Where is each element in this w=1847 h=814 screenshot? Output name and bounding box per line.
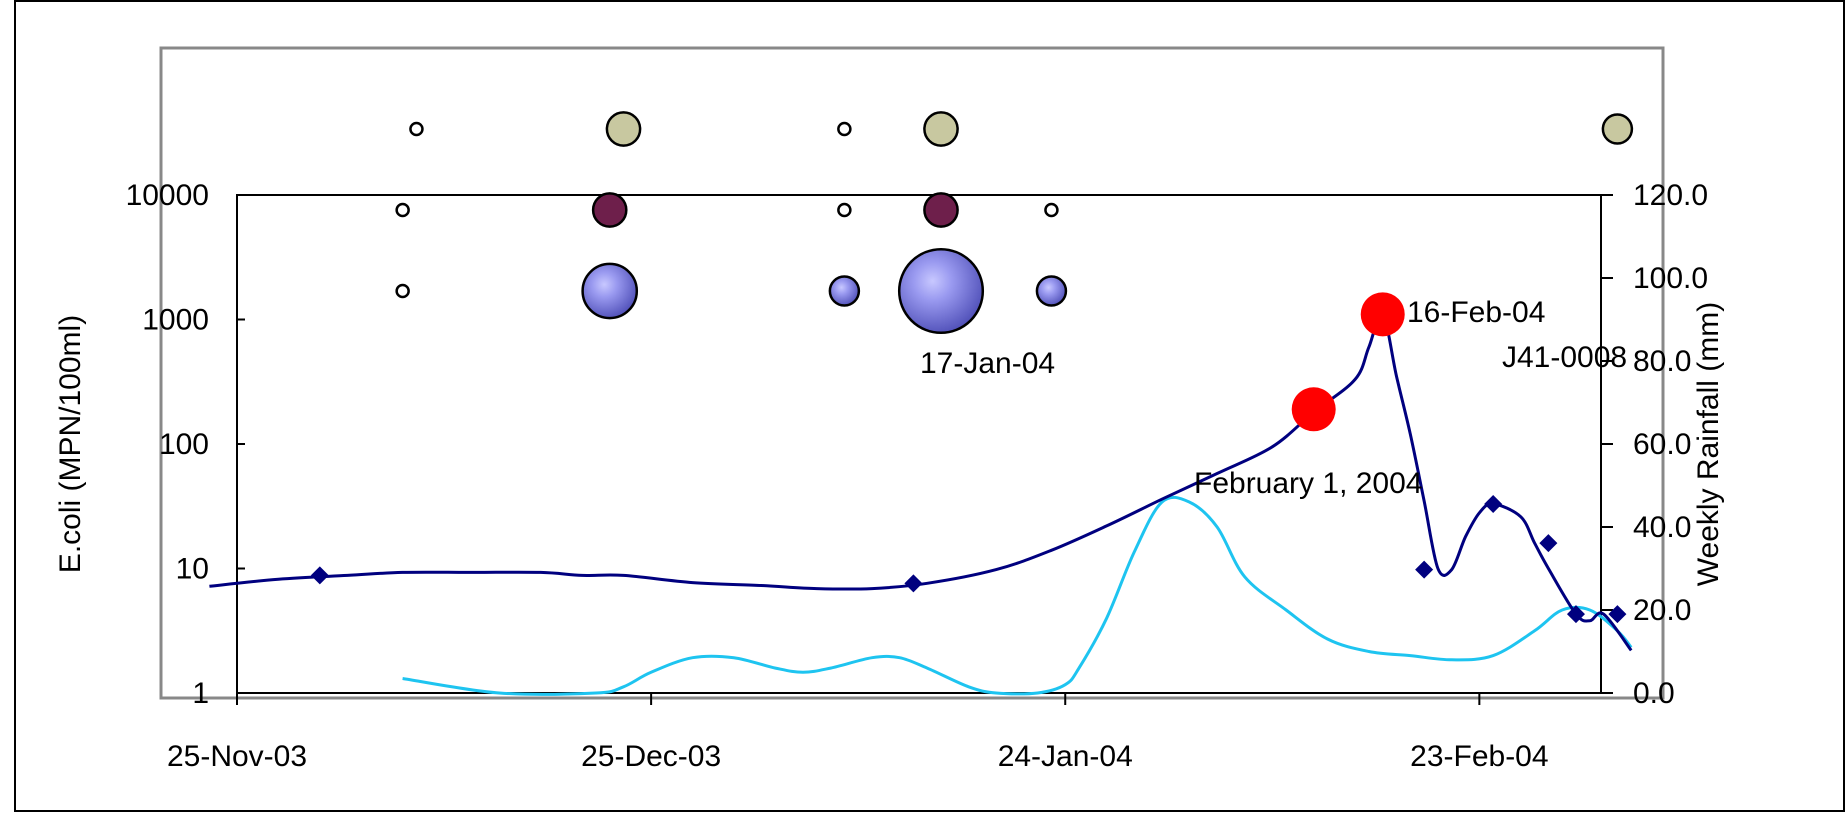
bubble-row-3 [1035, 275, 1068, 307]
y-right-tick-label: 120.0 [1633, 179, 1708, 212]
bubble-row-1 [837, 121, 852, 137]
ecoli-marker [1566, 605, 1585, 624]
ecoli-marker [1484, 494, 1503, 513]
bubble-row-2 [591, 192, 628, 228]
ecoli-marker [1539, 534, 1558, 553]
annotation-17-jan: 17-Jan-04 [920, 347, 1055, 380]
y-right-tick-label: 60.0 [1633, 428, 1691, 461]
rainfall-series-line [402, 495, 1633, 696]
ecoli-marker [1415, 560, 1434, 579]
y-right-tick-label: 80.0 [1633, 345, 1691, 378]
bubble-row-1 [1601, 113, 1634, 145]
ecoli-marker [1608, 605, 1627, 624]
y-right-axis-label: Weekly Rainfall (mm) [1692, 302, 1725, 587]
bubble-row-1 [409, 121, 424, 137]
y-left-tick-label: 1000 [142, 304, 209, 337]
y-right-tick-label: 100.0 [1633, 262, 1708, 295]
ecoli-marker [310, 566, 329, 585]
y-left-tick-label: 100 [159, 428, 209, 461]
x-tick-label: 25-Nov-03 [167, 740, 307, 773]
bubble-row-2 [923, 192, 959, 228]
bubble-row-2 [837, 202, 852, 218]
y-left-tick-label: 10000 [126, 179, 209, 212]
highlight-point [1291, 387, 1336, 432]
bubble-row-1 [605, 111, 642, 147]
y-left-tick-label: 10 [176, 553, 209, 586]
x-tick-label: 25-Dec-03 [581, 740, 721, 773]
bubble-row-3 [581, 262, 639, 320]
y-left-tick-label: 1 [192, 677, 209, 710]
y-right-tick-label: 20.0 [1633, 594, 1691, 627]
annotation-16-feb: 16-Feb-04 [1407, 296, 1545, 329]
bubble-row-3 [897, 247, 985, 335]
y-left-axis-label: E.coli (MPN/100ml) [54, 315, 87, 573]
highlight-point [1360, 292, 1405, 337]
ecoli-series-line [209, 312, 1633, 652]
bubble-row-2 [395, 202, 410, 218]
annotation-feb-1: February 1, 2004 [1194, 467, 1422, 500]
bubble-region-box [159, 46, 1665, 700]
bubble-row-2 [1044, 202, 1059, 218]
x-tick-label: 24-Jan-04 [998, 740, 1133, 773]
y-right-tick-label: 40.0 [1633, 511, 1691, 544]
bubble-row-3 [828, 275, 861, 307]
bubble-row-1 [923, 111, 959, 147]
bubble-row-3 [395, 283, 410, 299]
x-tick-label: 23-Feb-04 [1410, 740, 1548, 773]
ecoli-marker [904, 574, 923, 593]
y-right-tick-label: 0.0 [1633, 677, 1675, 710]
annotation-site-id: J41-0008 [1502, 341, 1627, 374]
